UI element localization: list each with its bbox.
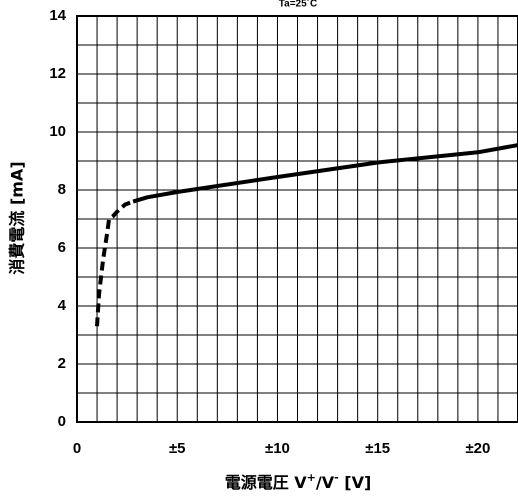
x-axis-title-sup-minus: -: [334, 471, 339, 484]
series-line-solid: [132, 143, 518, 204]
y-tick-label: 6: [58, 239, 66, 256]
y-tick-label: 8: [58, 181, 66, 198]
x-axis-title-sup-plus: +: [307, 471, 316, 484]
y-tick-label: 14: [49, 7, 66, 24]
x-tick-label: ±15: [365, 440, 390, 457]
condition-label: Ta=25˚C: [279, 0, 317, 10]
series-line-dashed: [95, 199, 134, 327]
y-tick-label: 2: [58, 355, 66, 372]
grid: [77, 16, 518, 422]
tick-labels: 0 2 4 6 8 10 12 14 0 ±5 ±10 ±15 ±20: [49, 7, 490, 457]
x-axis-title-mid: /V: [316, 473, 335, 492]
y-tick-label: 4: [58, 297, 67, 314]
y-tick-label: 10: [49, 123, 66, 140]
x-tick-label: ±10: [265, 440, 290, 457]
y-tick-label: 0: [58, 413, 66, 430]
x-axis-title: 電源電圧 V+/V- [V]: [225, 471, 372, 492]
x-tick-label: 0: [73, 440, 81, 457]
plot-frame: [76, 15, 518, 423]
x-tick-label: ±5: [169, 440, 186, 457]
y-axis-title: 消費電流 [mA]: [8, 161, 27, 274]
y-tick-label: 12: [49, 65, 66, 82]
series-group: [95, 143, 518, 327]
x-tick-label: ±20: [465, 440, 490, 457]
x-axis-title-unit: [V]: [339, 473, 372, 492]
x-axis-title-main: 電源電圧 V: [225, 473, 308, 492]
